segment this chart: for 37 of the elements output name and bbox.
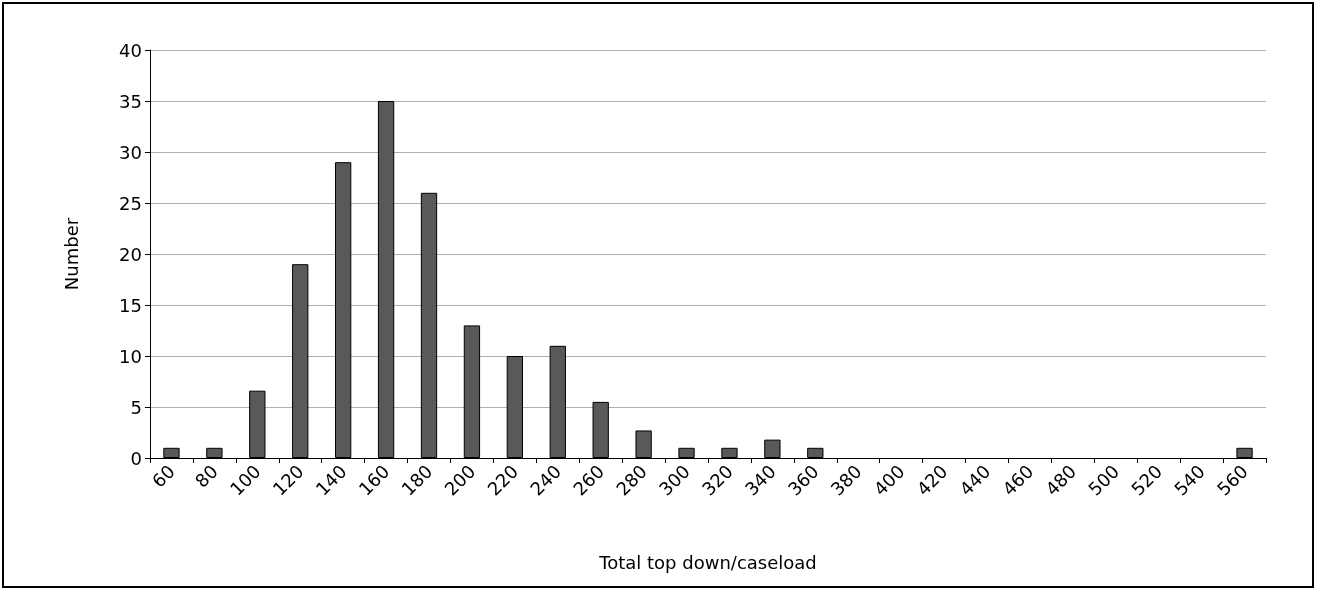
x-tick-label: 340 bbox=[740, 460, 780, 500]
x-tick-label: 100 bbox=[225, 460, 265, 500]
x-axis-title: Total top down/caseload bbox=[598, 551, 817, 573]
y-tick-label: 20 bbox=[119, 243, 142, 265]
y-axis-title: Number bbox=[60, 217, 82, 291]
y-tick-label: 10 bbox=[119, 345, 142, 367]
y-tick-label: 5 bbox=[130, 396, 142, 418]
x-tick-label: 500 bbox=[1084, 460, 1124, 500]
x-tick-label: 220 bbox=[483, 460, 523, 500]
y-tick-label: 25 bbox=[119, 192, 142, 214]
x-tick-label: 80 bbox=[190, 460, 222, 492]
x-tick-label: 160 bbox=[354, 460, 394, 500]
x-tick-label: 180 bbox=[397, 460, 437, 500]
x-tick-label: 60 bbox=[147, 460, 179, 492]
y-tick-label: 40 bbox=[119, 39, 142, 61]
x-tick-label: 320 bbox=[697, 460, 737, 500]
y-tick-label: 0 bbox=[130, 447, 142, 469]
y-tick-label: 35 bbox=[119, 90, 142, 112]
x-tick-label: 140 bbox=[311, 460, 351, 500]
x-tick-label: 460 bbox=[998, 460, 1038, 500]
x-tick-label: 300 bbox=[654, 460, 694, 500]
x-tick-label: 480 bbox=[1041, 460, 1081, 500]
x-tick-label: 240 bbox=[526, 460, 566, 500]
x-tick-label: 380 bbox=[826, 460, 866, 500]
y-tick-label: 30 bbox=[119, 141, 142, 163]
x-tick-label: 440 bbox=[955, 460, 995, 500]
x-tick-label: 280 bbox=[611, 460, 652, 500]
x-tick-label: 560 bbox=[1212, 460, 1252, 500]
y-tick-label: 15 bbox=[119, 294, 142, 316]
x-tick-label: 360 bbox=[783, 460, 823, 500]
x-tick-label: 540 bbox=[1169, 460, 1210, 500]
x-tick-label: 520 bbox=[1126, 460, 1167, 500]
x-tick-label: 420 bbox=[912, 460, 952, 500]
x-tick-label: 260 bbox=[568, 460, 609, 500]
x-tick-label: 400 bbox=[869, 460, 909, 500]
x-tick-label: 120 bbox=[268, 460, 308, 500]
x-tick-label: 200 bbox=[440, 460, 480, 500]
